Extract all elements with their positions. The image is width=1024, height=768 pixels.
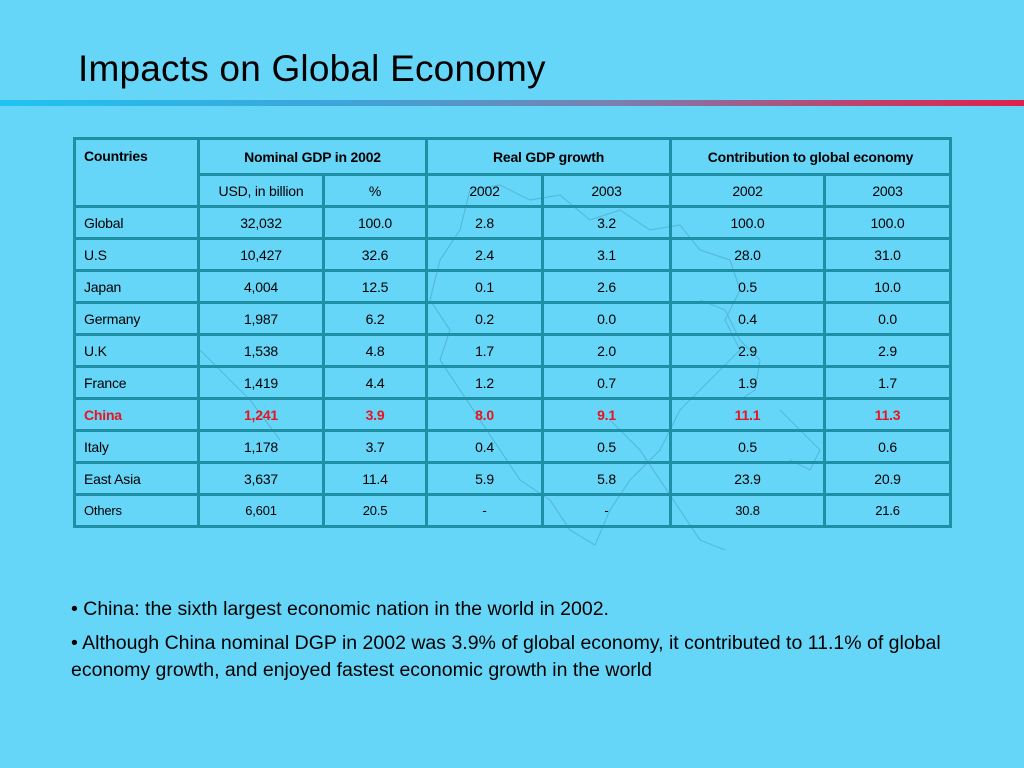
table-row: Germany 1,987 6.2 0.2 0.0 0.4 0.0	[73, 301, 952, 336]
value-cell: 9.1	[541, 397, 672, 432]
value-cell: 2.9	[823, 333, 952, 368]
real-gdp-growth-header: Real GDP growth	[425, 137, 672, 176]
value-cell: 21.6	[823, 493, 952, 528]
value-cell: 32,032	[197, 205, 325, 240]
value-cell: 20.5	[322, 493, 428, 528]
bullet-item: • China: the sixth largest economic nati…	[71, 598, 609, 620]
value-cell: 0.5	[669, 429, 826, 464]
value-cell: 3,637	[197, 461, 325, 496]
value-cell: 23.9	[669, 461, 826, 496]
value-cell: 0.5	[669, 269, 826, 304]
contribution-2003-subheader: 2003	[823, 173, 952, 208]
value-cell: 10,427	[197, 237, 325, 272]
value-cell: 3.2	[541, 205, 672, 240]
country-cell: France	[73, 365, 200, 400]
value-cell: 28.0	[669, 237, 826, 272]
value-cell: 6,601	[197, 493, 325, 528]
country-cell: Japan	[73, 269, 200, 304]
value-cell: 31.0	[823, 237, 952, 272]
value-cell: 100.0	[669, 205, 826, 240]
value-cell: 0.0	[541, 301, 672, 336]
pct-subheader: %	[322, 173, 428, 208]
value-cell: 0.6	[823, 429, 952, 464]
value-cell: 11.3	[823, 397, 952, 432]
bullet-list: • China: the sixth largest economic nati…	[71, 596, 951, 691]
value-cell: 1,419	[197, 365, 325, 400]
value-cell: 100.0	[823, 205, 952, 240]
country-cell: Italy	[73, 429, 200, 464]
value-cell: 1,538	[197, 333, 325, 368]
value-cell: 10.0	[823, 269, 952, 304]
country-cell: Global	[73, 205, 200, 240]
value-cell: 4.4	[322, 365, 428, 400]
value-cell: 1,987	[197, 301, 325, 336]
country-cell: U.S	[73, 237, 200, 272]
table-row: U.S 10,427 32.6 2.4 3.1 28.0 31.0	[73, 237, 952, 272]
growth-2003-subheader: 2003	[541, 173, 672, 208]
table-row: Global 32,032 100.0 2.8 3.2 100.0 100.0	[73, 205, 952, 240]
title-divider	[0, 100, 1024, 106]
value-cell: 3.1	[541, 237, 672, 272]
value-cell: -	[425, 493, 544, 528]
value-cell: 1.2	[425, 365, 544, 400]
country-cell: U.K	[73, 333, 200, 368]
value-cell: 12.5	[322, 269, 428, 304]
value-cell: 2.0	[541, 333, 672, 368]
value-cell: 2.9	[669, 333, 826, 368]
value-cell: 32.6	[322, 237, 428, 272]
value-cell: 1.9	[669, 365, 826, 400]
value-cell: 0.5	[541, 429, 672, 464]
value-cell: 11.1	[669, 397, 826, 432]
table-header-row: Countries Nominal GDP in 2002 Real GDP g…	[73, 137, 952, 208]
gdp-table: Countries Nominal GDP in 2002 Real GDP g…	[73, 137, 952, 528]
value-cell: 4,004	[197, 269, 325, 304]
value-cell: 2.4	[425, 237, 544, 272]
value-cell: 3.9	[322, 397, 428, 432]
value-cell: 11.4	[322, 461, 428, 496]
value-cell: 1,178	[197, 429, 325, 464]
table-row: Japan 4,004 12.5 0.1 2.6 0.5 10.0	[73, 269, 952, 304]
value-cell: 1.7	[425, 333, 544, 368]
country-cell: China	[73, 397, 200, 432]
value-cell: 0.4	[425, 429, 544, 464]
value-cell: 1.7	[823, 365, 952, 400]
value-cell: -	[541, 493, 672, 528]
value-cell: 20.9	[823, 461, 952, 496]
growth-2002-subheader: 2002	[425, 173, 544, 208]
table-row: Others 6,601 20.5- -30.8 21.6	[73, 493, 952, 528]
value-cell: 0.2	[425, 301, 544, 336]
value-cell: 1,241	[197, 397, 325, 432]
table-row: U.K 1,538 4.8 1.7 2.0 2.9 2.9	[73, 333, 952, 368]
value-cell: 0.4	[669, 301, 826, 336]
country-cell: East Asia	[73, 461, 200, 496]
value-cell: 4.8	[322, 333, 428, 368]
table-row: East Asia 3,637 11.4 5.9 5.8 23.9 20.9	[73, 461, 952, 496]
value-cell: 0.0	[823, 301, 952, 336]
table-body: Global 32,032 100.0 2.8 3.2 100.0 100.0 U.S 10,4…	[73, 205, 952, 528]
nominal-gdp-header: Nominal GDP in 2002	[197, 137, 428, 176]
country-cell: Others	[73, 493, 200, 528]
contribution-header: Contribution to global economy	[669, 137, 952, 176]
value-cell: 30.8	[669, 493, 826, 528]
value-cell: 6.2	[322, 301, 428, 336]
value-cell: 8.0	[425, 397, 544, 432]
slide-title: Impacts on Global Economy	[78, 48, 546, 89]
value-cell: 5.9	[425, 461, 544, 496]
table-row: France 1,419 4.4 1.2 0.7 1.9 1.7	[73, 365, 952, 400]
value-cell: 3.7	[322, 429, 428, 464]
country-cell: Germany	[73, 301, 200, 336]
contribution-2002-subheader: 2002	[669, 173, 826, 208]
value-cell: 5.8	[541, 461, 672, 496]
table-row: China 1,241 3.9 8.0 9.1 11.1 11.3	[73, 397, 952, 432]
bullet-item: • Although China nominal DGP in 2002 was…	[71, 632, 941, 681]
value-cell: 0.7	[541, 365, 672, 400]
table-subheader-row: USD, in billion % 2002 2003 2002 2003	[75, 173, 952, 208]
value-cell: 0.1	[425, 269, 544, 304]
table-row: Italy 1,178 3.7 0.4 0.5 0.5 0.6	[73, 429, 952, 464]
value-cell: 100.0	[322, 205, 428, 240]
countries-header: Countries	[73, 137, 200, 208]
usd-subheader: USD, in billion	[197, 173, 325, 208]
value-cell: 2.6	[541, 269, 672, 304]
value-cell: 2.8	[425, 205, 544, 240]
